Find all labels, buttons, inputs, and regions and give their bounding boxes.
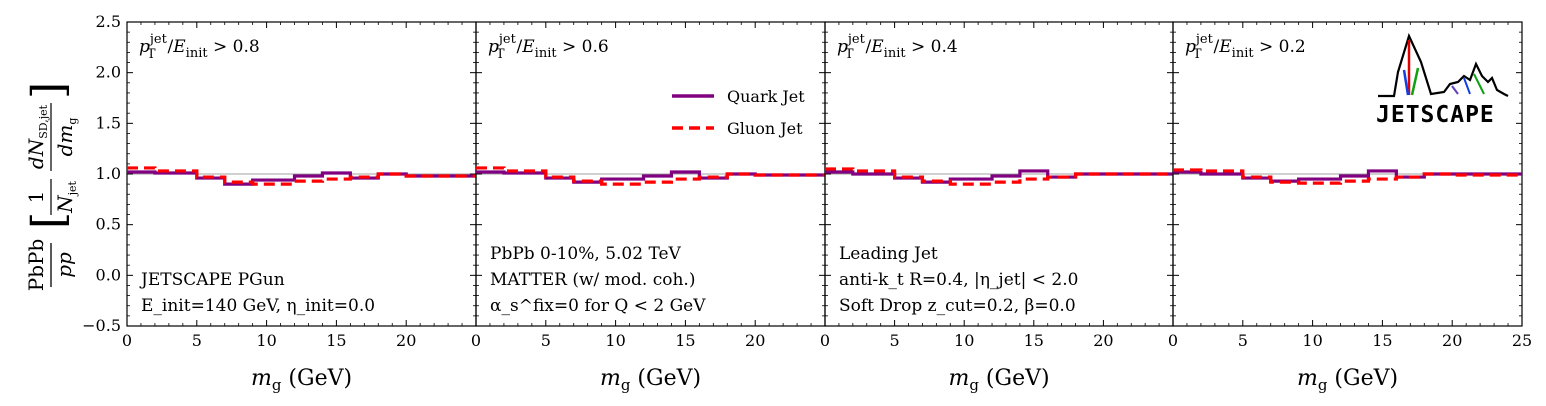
x-tick-label: 15: [1024, 331, 1044, 350]
y-label-bracket-open: [: [23, 212, 74, 229]
panel-annotation: PbPb 0-10%, 5.02 TeV: [490, 244, 682, 264]
panel-title: pjet T/Einit > 0.8: [139, 32, 260, 62]
x-axis-label: mg (GeV): [948, 366, 1049, 394]
y-label-dn: dNSD,jet: [24, 104, 50, 169]
x-tick-label: 5: [192, 331, 202, 350]
x-tick-label: 5: [890, 331, 900, 350]
x-axis-label: mg (GeV): [600, 366, 701, 394]
legend: Quark Jet Gluon Jet: [672, 87, 805, 138]
panel-1: −0.5 0.0 0.5 1.0 1.5 2.0 2.5 0 5 10 15 20 mg (GeV) pj…: [82, 12, 477, 394]
logo-small-blue: [1463, 77, 1471, 95]
x-tick-label: 10: [1302, 331, 1322, 350]
x-tick-label: 10: [954, 331, 974, 350]
y-tick-label: 1.5: [96, 113, 121, 132]
x-tick-label: 10: [605, 331, 625, 350]
y-label-pbpb: PbPb: [24, 239, 48, 292]
x-tick-label: 15: [1372, 331, 1392, 350]
panel-annotation: MATTER (w/ mod. coh.): [490, 270, 695, 290]
panel-annotation: Soft Drop z_cut=0.2, β=0.0: [839, 296, 1076, 316]
x-axis-label: mg (GeV): [251, 366, 352, 394]
x-tick-label: 20: [745, 331, 765, 350]
y-label-pp: pp: [52, 252, 76, 278]
panel-title: pjet T/Einit > 0.4: [837, 32, 958, 62]
gluon-jet-series: [476, 166, 825, 186]
x-tick-label: 0: [1168, 331, 1178, 350]
panel-annotation: anti-k_t R=0.4, |η_jet| < 2.0: [839, 270, 1078, 290]
y-label-dmg: dmg: [53, 118, 79, 157]
gluon-jet-series: [127, 166, 476, 186]
panel-annotation: JETSCAPE PGun: [139, 270, 285, 290]
y-tick-label: 0.0: [96, 265, 121, 284]
x-tick-label: 20: [396, 331, 416, 350]
panel-3: 0 5 10 15 20 mg (GeV) pjet T/Einit > 0.4 Leading…: [820, 21, 1174, 394]
y-axis-label: PbPb pp [ 1 Njet dNSD,jet dmg ]: [23, 82, 79, 291]
panel-annotation: E_init=140 GeV, η_init=0.0: [141, 296, 375, 316]
y-tick-label: 1.0: [96, 164, 121, 183]
panel-title: pjet T/Einit > 0.2: [1185, 32, 1306, 62]
x-tick-label: 20: [1093, 331, 1113, 350]
jetscape-logo: JETSCAPE: [1376, 32, 1509, 128]
x-axis-label: mg (GeV): [1297, 366, 1398, 394]
logo-small-purple: [1451, 85, 1459, 95]
panel-annotation: Leading Jet: [839, 244, 938, 264]
logo-blue-bar: [1402, 69, 1410, 96]
gluon-jet-series: [1173, 168, 1522, 185]
panel-2: 0 5 10 15 20 mg (GeV) pjet T/Einit > 0.6 PbPb 0-…: [471, 21, 826, 394]
logo-text: JETSCAPE: [1376, 102, 1495, 128]
logo-small-green: [1473, 73, 1485, 95]
x-tick-label: 15: [675, 331, 695, 350]
x-tick-label: 15: [326, 331, 346, 350]
panel-annotation: α_s^fix=0 for Q < 2 GeV: [490, 296, 706, 316]
logo-mountain-outline: [1378, 32, 1509, 98]
x-tick-label: 5: [541, 331, 551, 350]
x-tick-label: 0: [820, 331, 830, 350]
y-tick-label: 2.0: [96, 63, 121, 82]
legend-quark-label: Quark Jet: [727, 87, 805, 106]
x-tick-label: 0: [122, 331, 132, 350]
legend-gluon-label: Gluon Jet: [727, 119, 803, 138]
y-tick-label: 0.5: [96, 215, 121, 234]
x-tick-label: 20: [1442, 331, 1462, 350]
panel-4: 0 5 10 15 20 25 mg (GeV) pjet T/Einit > 0.2: [1168, 21, 1532, 394]
x-tick-label: 0: [471, 331, 481, 350]
logo-green-bar: [1410, 67, 1420, 96]
y-label-bracket-close: ]: [23, 82, 74, 99]
x-tick-label: 10: [256, 331, 276, 350]
y-label-one: 1: [24, 191, 48, 204]
quark-jet-series: [825, 169, 1173, 184]
y-label-njet: Njet: [53, 181, 79, 214]
y-tick-label: −0.5: [82, 316, 121, 335]
panel-title: pjet T/Einit > 0.6: [488, 32, 609, 62]
gluon-jet-series: [825, 167, 1173, 186]
x-tick-label: 25: [1512, 331, 1532, 350]
y-tick-label: 2.5: [96, 12, 121, 31]
x-tick-label: 5: [1238, 331, 1248, 350]
